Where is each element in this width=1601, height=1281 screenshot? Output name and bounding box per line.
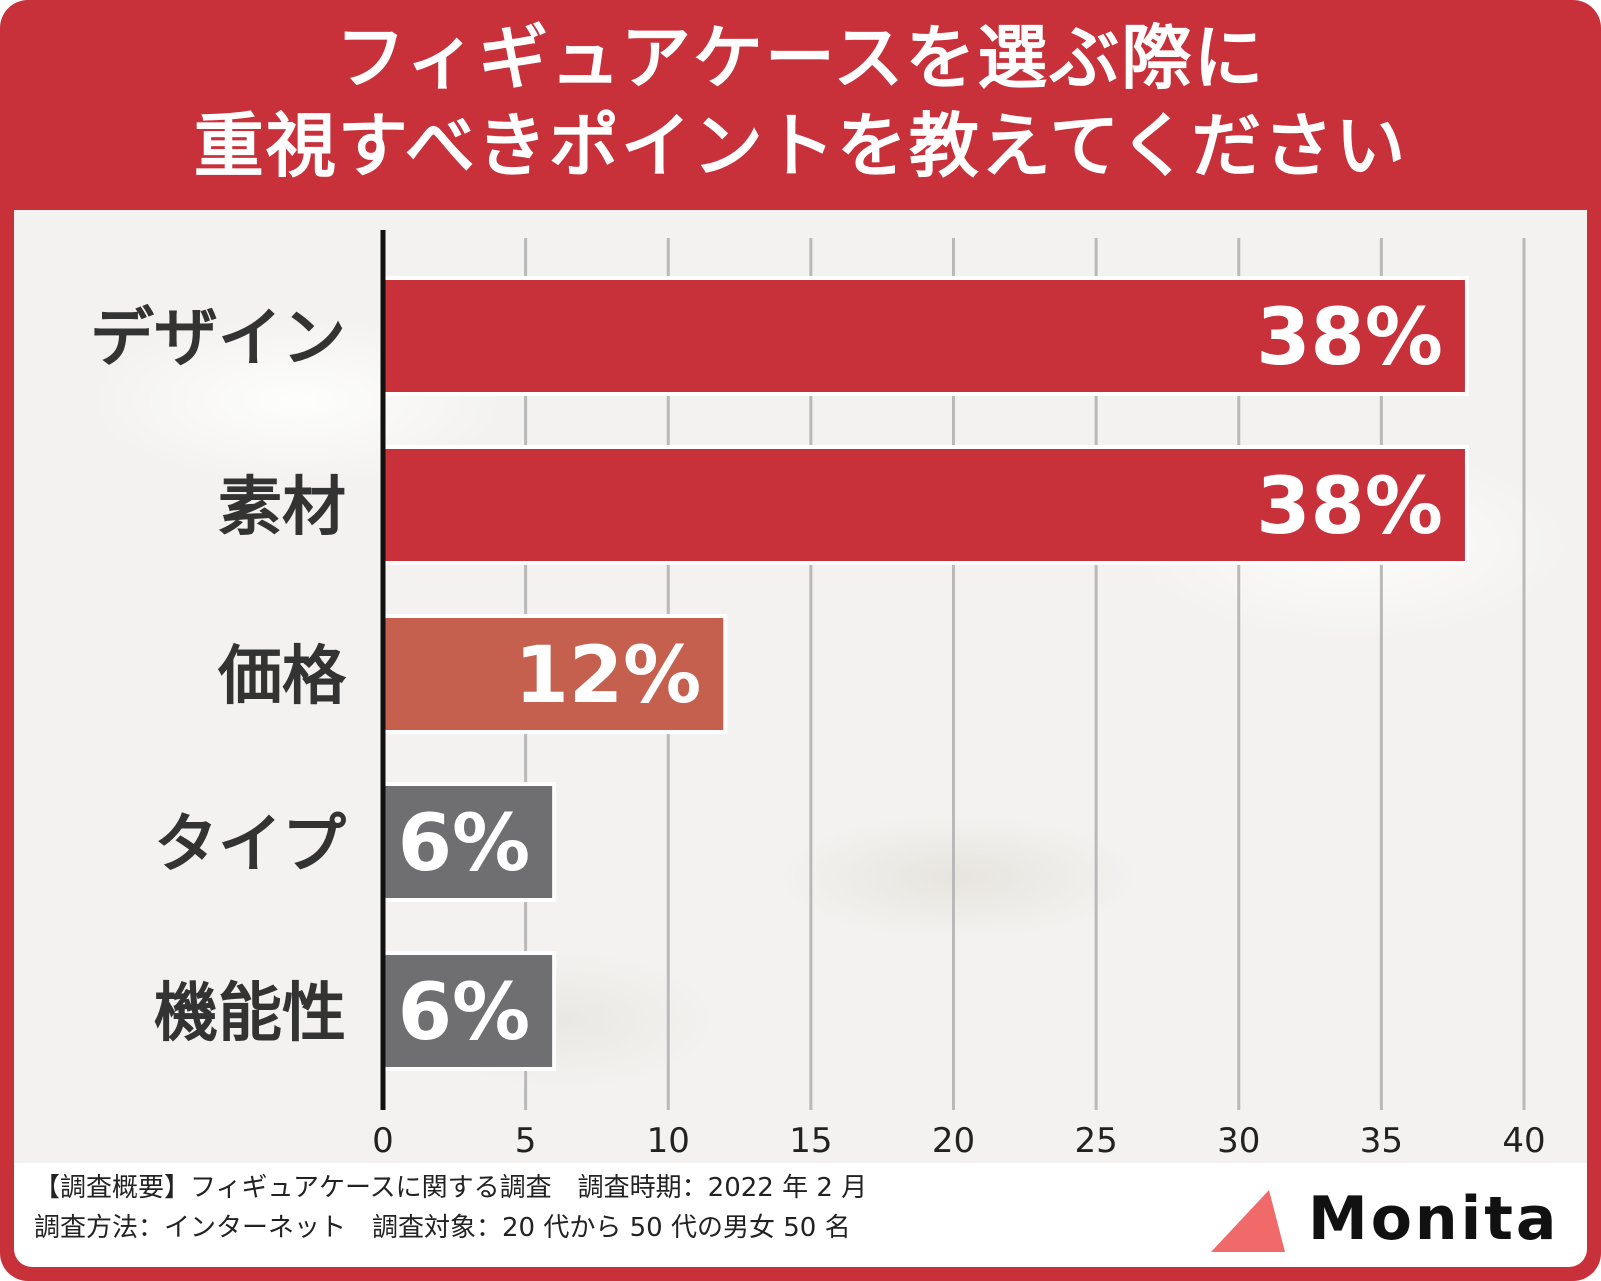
x-tick-label: 25 [1074,1121,1117,1161]
bar-chart: 0 5 10 15 20 25 30 35 40 38% デザイン 38% 素材 12% 価格 6% タイプ 6%… [90,230,1546,1161]
category-label: デザイン [90,302,346,376]
footer-background [14,1163,1587,1267]
x-tick-label: 15 [789,1121,832,1161]
chart-title: フィギュアケースを選ぶ際に 重視すべきポイントを教えてください [0,14,1601,190]
x-tick-label: 40 [1502,1121,1545,1161]
category-label: 価格 [217,640,347,714]
bar [381,614,728,734]
brand-logo: Monita [1203,1180,1573,1258]
x-tick-label: 20 [932,1121,975,1161]
survey-summary-line-1: 【調査概要】フィギュアケースに関する調査 調査時期：2022 年 2 月 [34,1173,868,1203]
chart-panel: 0 5 10 15 20 25 30 35 40 38% デザイン 38% 素材 12% 価格 6% タイプ 6%… [14,210,1587,1163]
brand-logo-text: Monita [1308,1184,1560,1254]
bar-value-label: 38% [1256,462,1443,552]
bar [381,445,1469,565]
survey-summary-line-2: 調査方法：インターネット 調査対象：20 代から 50 代の男女 50 名 [34,1213,851,1243]
bar-value-label: 6% [398,799,530,889]
bar-value-label: 38% [1256,293,1443,383]
category-label: タイプ [154,808,346,882]
bar [381,951,557,1071]
title-line-1: フィギュアケースを選ぶ際に [335,17,1266,99]
x-tick-label: 10 [647,1121,690,1161]
bar-value-label: 6% [398,968,530,1058]
bar-value-label: 12% [515,631,702,721]
x-tick-label: 35 [1360,1121,1403,1161]
title-line-2: 重視すべきポイントを教えてください [193,105,1408,187]
x-tick-label: 0 [372,1121,394,1161]
x-tick-label: 5 [515,1121,537,1161]
survey-summary: 【調査概要】フィギュアケースに関する調査 調査時期：2022 年 2 月 調査方… [34,1168,1134,1248]
category-label: 機能性 [154,977,346,1051]
category-label: 素材 [218,471,346,545]
x-tick-label: 30 [1217,1121,1260,1161]
bar [381,782,557,902]
triangle-icon [1211,1190,1285,1252]
